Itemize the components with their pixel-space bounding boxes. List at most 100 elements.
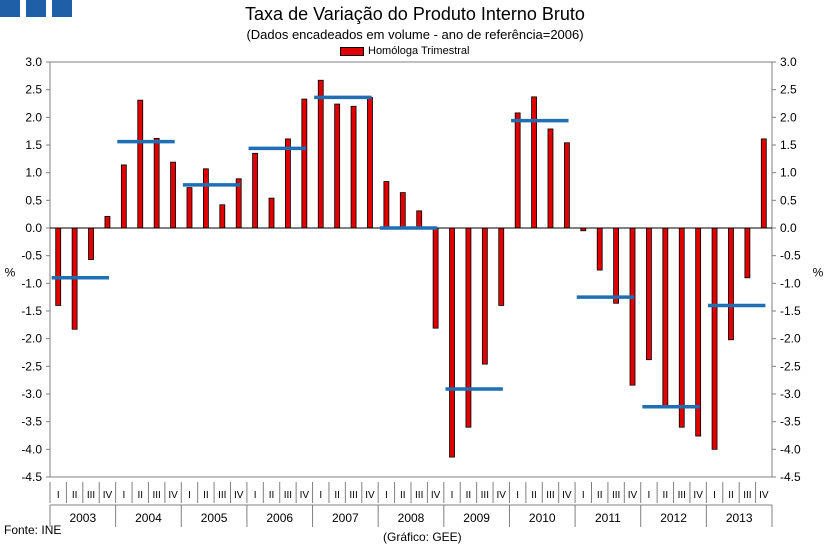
y-axis-label-left: %	[5, 265, 16, 279]
quarter-label: III	[546, 490, 554, 501]
quarter-label: IV	[365, 490, 375, 501]
y-tick-label-right: -3.5	[780, 415, 801, 429]
bar-q29	[514, 112, 521, 229]
quarter-label: II	[466, 490, 472, 501]
bar-q24	[432, 227, 439, 329]
bar-q16	[301, 98, 308, 229]
bar-q5	[120, 164, 127, 229]
y-tick-label-right: -0.5	[780, 249, 801, 263]
y-tick-label-left: 0.5	[25, 193, 42, 207]
bar-q6	[137, 99, 144, 229]
legend-label: Homóloga Trimestral	[368, 45, 470, 57]
bar-q22	[399, 192, 406, 229]
bar-q42	[728, 227, 734, 341]
quarter-label: I	[516, 490, 519, 501]
quarter-label: IV	[562, 490, 572, 501]
y-tick-label-right: -1.5	[780, 304, 801, 318]
quarter-label: II	[269, 490, 275, 501]
y-tick-label-left: -2.5	[21, 359, 42, 373]
y-tick-label-right: 2.5	[780, 83, 797, 97]
quarter-label: II	[728, 490, 734, 501]
y-tick-label-left: -4.5	[21, 470, 42, 484]
chart-legend: Homóloga Trimestral	[340, 45, 469, 57]
y-tick-label-right: -1.0	[780, 276, 801, 290]
year-label-2013: 2013	[726, 511, 753, 525]
quarter-label: II	[400, 490, 406, 501]
quarter-label: I	[57, 490, 60, 501]
year-label-2004: 2004	[135, 511, 162, 525]
quarter-label: III	[87, 490, 95, 501]
legend-swatch	[340, 46, 364, 56]
quarter-label: II	[203, 490, 209, 501]
y-tick-label-right: 0.0	[780, 221, 797, 235]
year-label-2008: 2008	[398, 511, 425, 525]
quarter-label: III	[481, 490, 489, 501]
bar-q17	[317, 79, 324, 229]
quarter-label: II	[597, 490, 603, 501]
y-tick-label-left: -3.5	[21, 415, 42, 429]
y-tick-label-left: -4.0	[21, 442, 42, 456]
bar-q40	[695, 227, 702, 437]
bar-q37	[646, 227, 652, 361]
year-label-2011: 2011	[595, 511, 621, 525]
quarter-label: IV	[168, 490, 178, 501]
quarter-label: III	[218, 490, 226, 501]
bar-q3	[88, 227, 94, 260]
quarter-label: IV	[759, 490, 769, 501]
y-tick-label-left: -3.0	[21, 387, 42, 401]
quarter-label: III	[678, 490, 686, 501]
year-label-2012: 2012	[660, 511, 687, 525]
y-tick-label-right: -2.0	[780, 332, 801, 346]
quarter-label: IV	[497, 490, 507, 501]
bar-q4	[104, 215, 111, 229]
plot-frame	[49, 61, 773, 478]
quarter-label: IV	[300, 490, 310, 501]
y-tick-label-right: 1.0	[780, 166, 797, 180]
year-label-2010: 2010	[529, 511, 556, 525]
y-tick-label-right: -4.5	[780, 470, 801, 484]
quarter-label: IV	[628, 490, 638, 501]
quarter-label: II	[334, 490, 340, 501]
quarter-label: I	[122, 490, 125, 501]
bar-q13	[252, 152, 259, 229]
chart-credit: (Gráfico: GEE)	[383, 530, 462, 544]
y-tick-label-left: 2.0	[25, 110, 42, 124]
quarter-label: II	[72, 490, 78, 501]
y-tick-label-left: 3.0	[25, 55, 42, 69]
quarter-label: I	[648, 490, 651, 501]
year-label-2007: 2007	[332, 511, 359, 525]
bar-q39	[678, 227, 685, 428]
bar-q30	[531, 96, 537, 229]
bar-q31	[547, 128, 554, 229]
y-tick-label-left: 0.0	[25, 221, 42, 235]
y-tick-label-left: 1.0	[25, 166, 42, 180]
quarter-label: III	[284, 490, 292, 501]
chart-subtitle: (Dados encadeados em volume - ano de ref…	[246, 27, 584, 42]
bar-q1	[55, 227, 62, 306]
bar-q19	[350, 105, 357, 229]
quarter-label: I	[385, 490, 388, 501]
logo-square-1	[0, 0, 20, 17]
quarter-label: I	[319, 490, 322, 501]
quarter-label: II	[137, 490, 143, 501]
quarter-label: IV	[103, 490, 113, 501]
year-label-2009: 2009	[463, 511, 490, 525]
quarter-label: I	[188, 490, 191, 501]
bar-q20	[367, 97, 373, 229]
y-axis-label-right: %	[813, 265, 824, 279]
y-tick-label-right: -3.0	[780, 387, 801, 401]
quarter-label: I	[713, 490, 716, 501]
year-label-2005: 2005	[201, 511, 228, 525]
bar-q26	[465, 227, 472, 428]
quarter-label: III	[415, 490, 423, 501]
bar-q41	[711, 227, 718, 450]
y-tick-label-right: -4.0	[780, 442, 801, 456]
y-tick-label-left: 2.5	[25, 83, 42, 97]
y-tick-label-left: -1.5	[21, 304, 42, 318]
bar-q10	[202, 168, 209, 229]
bar-q18	[334, 103, 341, 229]
bar-q23	[416, 210, 423, 229]
y-tick-label-right: 3.0	[780, 55, 797, 69]
bar-q25	[449, 227, 455, 458]
chart-title: Taxa de Variação do Produto Interno Brut…	[245, 4, 585, 24]
